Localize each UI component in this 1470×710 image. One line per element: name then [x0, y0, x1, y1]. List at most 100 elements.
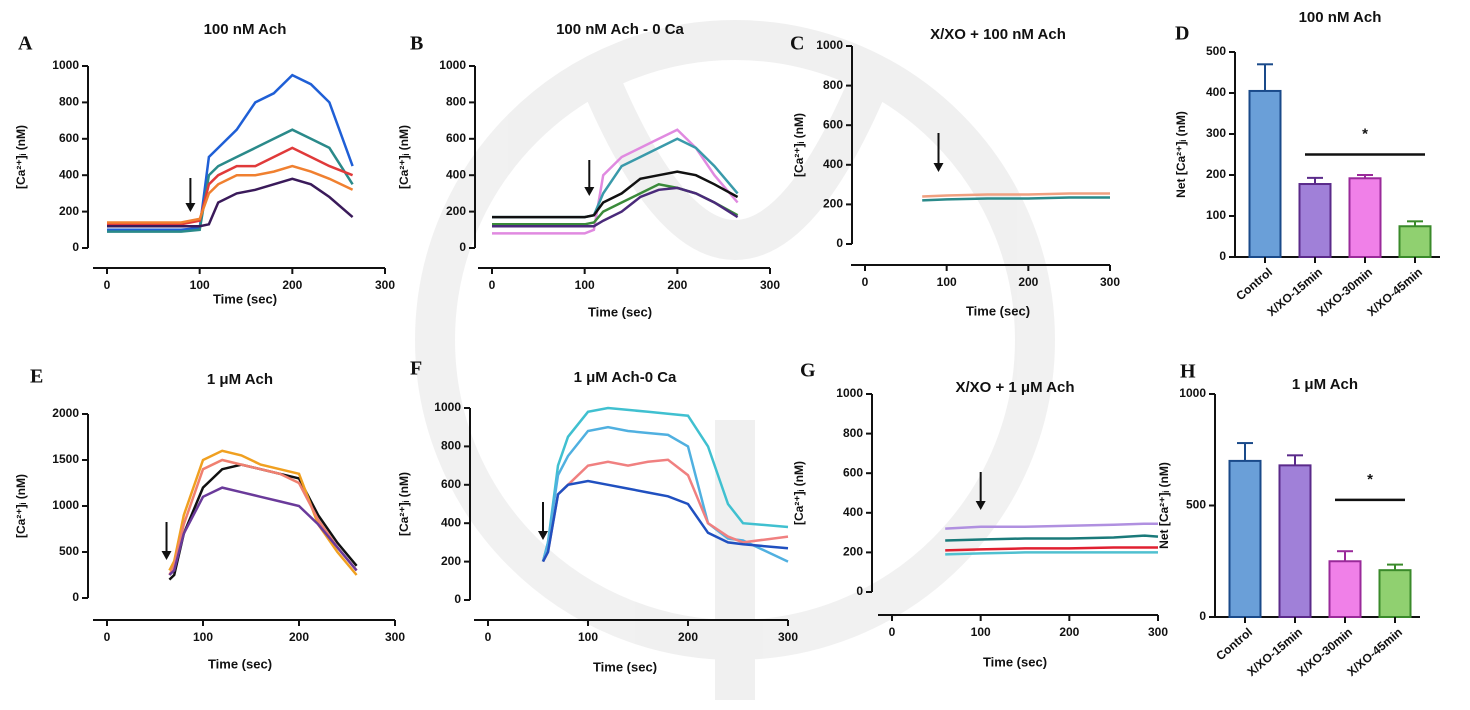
y-tick-label: 600 — [843, 465, 863, 479]
x-axis-label: Time (sec) — [983, 654, 1047, 669]
x-tick-label: 0 — [104, 278, 111, 292]
bar — [1228, 459, 1262, 618]
y-tick-label: 0 — [1219, 249, 1226, 263]
y-tick-label: 200 — [446, 204, 466, 218]
trace — [922, 196, 1110, 202]
trace — [541, 425, 789, 563]
arrow-head — [584, 187, 595, 196]
trace — [492, 170, 739, 219]
trace — [492, 186, 739, 228]
y-axis-label: [Ca²⁺]ᵢ (nM) — [792, 461, 806, 525]
trace — [945, 534, 1159, 542]
y-tick-label: 600 — [823, 117, 843, 131]
bar — [1298, 183, 1332, 259]
y-tick-label: 400 — [1206, 85, 1226, 99]
y-axis-label: [Ca²⁺]ᵢ (nM) — [792, 113, 806, 177]
y-tick-label: 1000 — [816, 38, 843, 52]
x-tick-label: X/XO-45min — [1344, 625, 1405, 679]
panel-letter: G — [800, 360, 816, 382]
x-tick-label: 100 — [575, 278, 595, 292]
trace — [168, 486, 358, 576]
x-tick-label: 200 — [282, 278, 302, 292]
y-tick-label: 100 — [1206, 208, 1226, 222]
y-tick-label: 400 — [843, 505, 863, 519]
y-tick-label: 0 — [454, 592, 461, 606]
chart-title: 100 nM Ach — [1299, 9, 1382, 26]
y-tick-label: 1000 — [52, 58, 79, 72]
y-tick-label: 2000 — [52, 406, 79, 420]
y-axis-label: [Ca²⁺]ᵢ (nM) — [14, 125, 28, 189]
y-tick-label: 0 — [856, 584, 863, 598]
y-tick-label: 1000 — [52, 498, 79, 512]
x-tick-label: 100 — [578, 630, 598, 644]
x-tick-label: 200 — [678, 630, 698, 644]
y-tick-label: 800 — [446, 95, 466, 109]
watermark — [415, 20, 1055, 700]
trace — [945, 551, 1158, 556]
y-tick-label: 800 — [823, 78, 843, 92]
chart-title: X/XO + 100 nM Ach — [930, 26, 1066, 43]
arrow-head — [538, 531, 548, 540]
x-tick-label: 100 — [193, 630, 213, 644]
trace — [945, 546, 1158, 552]
bar — [1398, 225, 1432, 258]
x-tick-label: 300 — [760, 278, 780, 292]
x-tick-label: 0 — [485, 630, 492, 644]
x-tick-label: 200 — [1018, 275, 1038, 289]
y-tick-label: 200 — [843, 545, 863, 559]
y-axis-label: Net [Ca²⁺]ᵢ (nM) — [1157, 462, 1171, 549]
chart-title: 1 μM Ach — [207, 371, 273, 388]
x-tick-label: 100 — [937, 275, 957, 289]
x-axis-label: Time (sec) — [588, 304, 652, 319]
trace — [107, 164, 354, 224]
y-tick-label: 0 — [836, 236, 843, 250]
x-tick-label: 300 — [375, 278, 395, 292]
bar — [1248, 89, 1282, 258]
trace — [541, 406, 789, 562]
y-tick-label: 400 — [441, 515, 461, 529]
y-tick-label: 400 — [59, 167, 79, 181]
x-tick-label: 0 — [862, 275, 869, 289]
arrow-head — [185, 203, 196, 212]
x-tick-label: 200 — [1059, 625, 1079, 639]
trace — [168, 458, 358, 576]
y-axis-label: Net [Ca²⁺]ᵢ (nM) — [1174, 111, 1188, 198]
x-tick-label: 200 — [667, 278, 687, 292]
arrow-head — [161, 551, 172, 560]
x-tick-label: 0 — [489, 278, 496, 292]
x-axis-label: Time (sec) — [593, 659, 657, 674]
x-tick-label: Control — [1233, 265, 1275, 303]
chart-title: 100 nM Ach - 0 Ca — [556, 21, 684, 38]
x-tick-label: 100 — [190, 278, 210, 292]
y-tick-label: 1000 — [439, 58, 466, 72]
chart-title: 1 μM Ach-0 Ca — [574, 369, 677, 386]
y-tick-label: 0 — [72, 590, 79, 604]
y-tick-label: 300 — [1206, 126, 1226, 140]
x-tick-label: X/XO-45min — [1364, 265, 1425, 319]
y-axis-label: [Ca²⁺]ᵢ (nM) — [397, 125, 411, 189]
y-tick-label: 1500 — [52, 452, 79, 466]
panel-letter: F — [410, 358, 422, 380]
x-tick-label: Control — [1213, 625, 1255, 663]
bar — [1378, 569, 1412, 618]
y-tick-label: 600 — [441, 477, 461, 491]
trace — [107, 73, 354, 232]
panel-letter: C — [790, 33, 804, 55]
panel-letter: E — [30, 366, 43, 388]
trace — [492, 128, 739, 235]
trace — [107, 146, 354, 226]
x-tick-label: 300 — [385, 630, 405, 644]
y-tick-label: 500 — [1186, 498, 1206, 512]
trace — [541, 479, 789, 563]
y-tick-label: 0 — [459, 240, 466, 254]
significance-star: * — [1362, 125, 1368, 142]
y-tick-label: 800 — [441, 439, 461, 453]
panel-letter: B — [410, 33, 423, 55]
trace — [922, 192, 1110, 198]
bar — [1278, 464, 1312, 618]
x-tick-label: 100 — [971, 625, 991, 639]
y-tick-label: 800 — [843, 426, 863, 440]
y-axis-label: [Ca²⁺]ᵢ (nM) — [397, 472, 411, 536]
